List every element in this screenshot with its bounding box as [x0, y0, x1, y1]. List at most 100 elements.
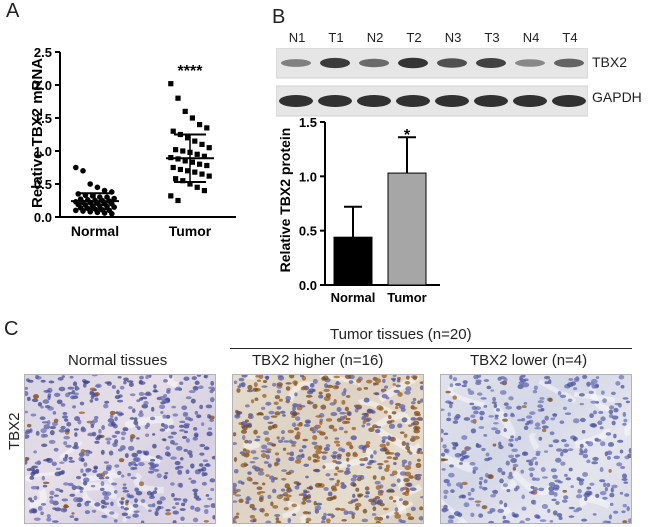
mrna-significance: ****: [178, 63, 204, 80]
cell-nucleus: [404, 465, 412, 471]
cell-nucleus: [371, 513, 377, 516]
cell-nucleus: [172, 520, 177, 523]
cell-nucleus: [74, 517, 79, 521]
cell-nucleus: [508, 438, 514, 442]
cell-nucleus: [385, 515, 390, 519]
cell-nucleus: [626, 506, 630, 512]
cell-nucleus: [599, 441, 606, 447]
cell-nucleus: [93, 415, 99, 420]
cell-nucleus: [209, 418, 214, 422]
mrna-y-tick-label: 2.5: [34, 45, 52, 60]
tumor-data-point: [206, 173, 212, 179]
cell-nucleus: [285, 400, 289, 403]
cell-nucleus: [90, 420, 95, 426]
cell-nucleus: [114, 464, 120, 468]
cell-nucleus: [128, 382, 134, 388]
cell-nucleus: [372, 475, 377, 480]
cell-nucleus: [608, 514, 613, 520]
cell-nucleus: [103, 502, 110, 506]
cell-nucleus: [508, 454, 515, 459]
cell-nucleus: [363, 397, 370, 403]
cell-nucleus: [52, 500, 59, 506]
cell-nucleus: [582, 453, 589, 459]
cell-nucleus: [205, 463, 211, 468]
cell-nucleus: [345, 395, 351, 398]
cell-nucleus: [314, 505, 322, 511]
cell-nucleus: [149, 458, 156, 462]
cell-nucleus: [279, 493, 286, 497]
cell-nucleus: [541, 476, 548, 479]
cell-nucleus: [245, 497, 252, 501]
cell-nucleus: [68, 456, 73, 460]
protein-y-tick-label: 1.0: [299, 169, 317, 184]
cell-nucleus: [548, 486, 555, 492]
cell-nucleus: [120, 505, 125, 509]
cell-nucleus: [249, 460, 256, 464]
cell-nucleus: [548, 397, 553, 402]
cell-nucleus: [556, 513, 563, 518]
cell-nucleus: [102, 515, 108, 519]
cell-nucleus: [194, 507, 201, 512]
cell-nucleus: [361, 424, 366, 428]
normal-data-point: [89, 193, 96, 199]
cell-nucleus: [203, 508, 209, 515]
cell-nucleus: [233, 468, 239, 474]
cell-nucleus: [179, 381, 184, 386]
cell-nucleus: [374, 516, 380, 521]
cell-nucleus: [64, 418, 69, 422]
cell-nucleus: [164, 451, 171, 457]
cell-nucleus: [383, 460, 389, 463]
cell-nucleus: [568, 506, 575, 510]
cell-nucleus: [618, 402, 622, 408]
tumor-data-point: [180, 178, 186, 184]
cell-nucleus: [25, 431, 31, 435]
cell-nucleus: [598, 411, 604, 414]
cell-nucleus: [46, 514, 51, 518]
cell-nucleus: [507, 475, 514, 480]
cell-nucleus: [497, 376, 502, 381]
cell-nucleus: [36, 460, 41, 466]
cell-nucleus: [416, 458, 421, 462]
tumor-data-point: [170, 128, 176, 134]
cell-nucleus: [275, 520, 282, 523]
cell-nucleus: [283, 507, 289, 511]
cell-nucleus: [380, 475, 386, 481]
cell-nucleus: [406, 512, 411, 517]
cell-nucleus: [501, 471, 506, 476]
cell-nucleus: [156, 500, 163, 505]
cell-nucleus: [583, 492, 590, 498]
cell-nucleus: [172, 413, 179, 417]
tumor-data-point: [204, 162, 210, 169]
cell-nucleus: [455, 482, 463, 487]
cell-nucleus: [338, 426, 344, 431]
cell-nucleus: [508, 396, 514, 401]
cell-nucleus: [540, 407, 545, 412]
cell-nucleus: [101, 424, 105, 430]
cell-nucleus: [623, 481, 629, 484]
cell-nucleus: [306, 499, 312, 503]
cell-nucleus: [75, 475, 82, 480]
cell-nucleus: [390, 483, 397, 488]
cell-nucleus: [47, 395, 51, 401]
cell-nucleus: [493, 403, 498, 409]
cell-nucleus: [549, 520, 554, 523]
cell-nucleus: [116, 399, 124, 403]
tbx2-band: [476, 58, 506, 68]
cell-nucleus: [29, 475, 35, 480]
cell-nucleus: [503, 520, 511, 523]
cell-nucleus: [233, 500, 238, 503]
cell-nucleus: [233, 520, 237, 523]
cell-nucleus: [165, 446, 170, 451]
cell-nucleus: [46, 517, 52, 522]
cell-nucleus: [512, 466, 517, 471]
tbx2-band: [554, 58, 584, 68]
cell-nucleus: [174, 461, 181, 466]
cell-nucleus: [60, 425, 66, 430]
mrna-y-axis-label: Relative TBX2 mRNA: [29, 58, 46, 208]
cell-nucleus: [350, 477, 357, 482]
cell-nucleus: [117, 375, 122, 379]
cell-nucleus: [94, 502, 101, 507]
cell-nucleus: [169, 375, 173, 379]
tumor-data-point: [192, 138, 198, 144]
cell-nucleus: [182, 411, 189, 417]
